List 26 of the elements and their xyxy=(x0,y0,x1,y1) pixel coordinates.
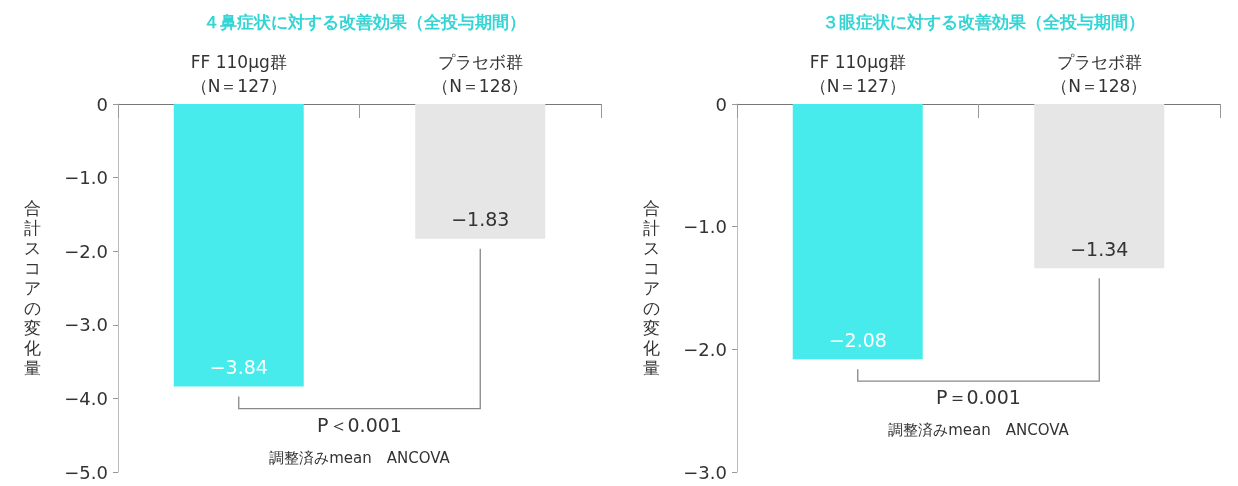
text: −1.83 xyxy=(451,208,510,231)
x-tick-label: プラセボ群（N＝128） xyxy=(1050,51,1149,98)
annotation: P＜0.001 xyxy=(317,412,402,438)
y-tick-label: −3.0 xyxy=(64,314,108,336)
y-tick-label: −4.0 xyxy=(64,387,108,409)
chart-title: ３眼症状に対する改善効果（全投与期間） xyxy=(822,11,1145,32)
y-tick-label: −2.0 xyxy=(683,338,727,360)
text: 合計スコアの変化量 xyxy=(24,198,41,378)
text: −2.08 xyxy=(828,328,887,351)
x-tick-label: FF 110μg群（N＝127） xyxy=(808,51,907,98)
annotation: 調整済みmean ANCOVA xyxy=(888,421,1069,441)
x-tick-label: FF 110μg群（N＝127） xyxy=(189,51,288,98)
annotation: 調整済みmean ANCOVA xyxy=(269,448,450,468)
y-tick-label: −3.0 xyxy=(683,461,727,483)
x-tick-label: プラセボ群（N＝128） xyxy=(431,51,530,98)
chart-title: ４鼻症状に対する改善効果（全投与期間） xyxy=(203,11,526,32)
text: −3.84 xyxy=(209,356,268,379)
y-tick-label: −2.0 xyxy=(64,240,108,262)
text: 合計スコアの変化量 xyxy=(643,198,660,378)
y-tick-label: −1.0 xyxy=(683,216,727,238)
y-tick-label: −1.0 xyxy=(64,167,108,189)
y-tick-label: −5.0 xyxy=(64,461,108,483)
y-tick-label: 0 xyxy=(96,93,108,115)
annotation: P＝0.001 xyxy=(936,385,1021,411)
text: −1.34 xyxy=(1070,237,1129,260)
y-tick-label: 0 xyxy=(715,93,727,115)
